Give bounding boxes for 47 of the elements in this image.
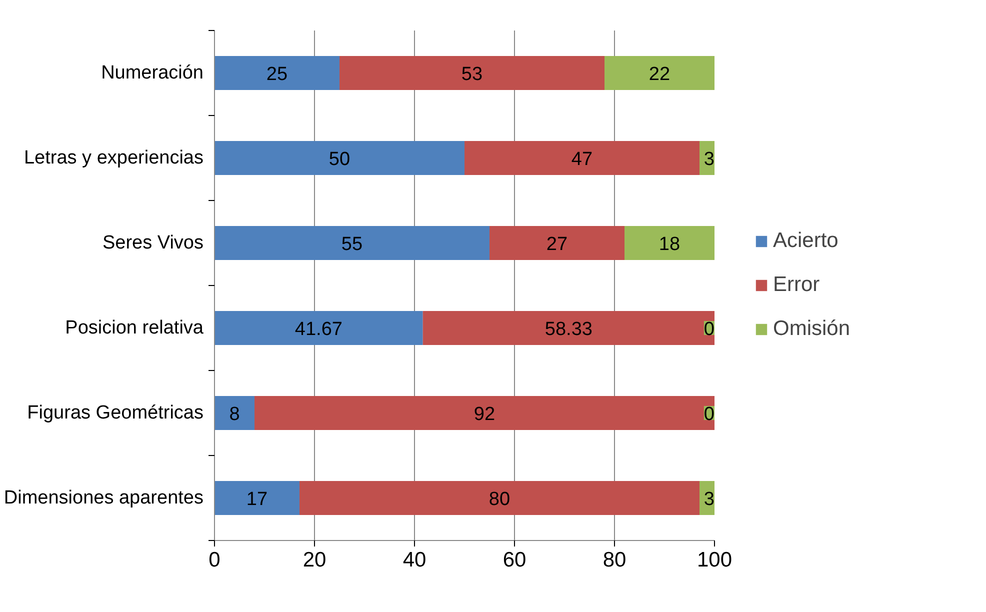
data-label: 27 bbox=[546, 234, 568, 255]
legend-label: Error bbox=[773, 273, 820, 297]
y-tick-label: Numeración bbox=[101, 62, 204, 84]
y-tick-label: Posicion relativa bbox=[65, 318, 204, 338]
legend-label: Acierto bbox=[773, 229, 838, 253]
data-label: 55 bbox=[341, 234, 363, 255]
data-label: 80 bbox=[488, 489, 510, 510]
x-tick-label: 40 bbox=[402, 548, 426, 572]
data-label: 53 bbox=[461, 64, 483, 85]
bar bbox=[214, 481, 300, 515]
x-tick-label: 80 bbox=[602, 548, 626, 572]
legend-label: Omisión bbox=[773, 317, 850, 341]
data-label: 3 bbox=[704, 149, 715, 170]
bar bbox=[214, 396, 254, 430]
data-label: 22 bbox=[648, 64, 670, 85]
bar bbox=[490, 226, 624, 260]
bar bbox=[214, 311, 423, 345]
y-tick-label: Figuras Geométricas bbox=[27, 402, 204, 424]
bar bbox=[214, 56, 340, 90]
data-label: 58.33 bbox=[544, 319, 592, 340]
y-tick-label: Seres Vivos bbox=[102, 232, 204, 254]
data-label: 18 bbox=[658, 234, 680, 255]
bar bbox=[214, 141, 464, 175]
data-label: 25 bbox=[266, 64, 288, 85]
bar bbox=[300, 481, 700, 515]
data-label: 17 bbox=[246, 489, 268, 510]
x-tick-label: 60 bbox=[502, 548, 526, 572]
bar bbox=[422, 311, 714, 345]
x-tick-label: 100 bbox=[696, 548, 732, 572]
data-label: 92 bbox=[474, 404, 496, 425]
bar bbox=[604, 56, 714, 90]
bar bbox=[464, 141, 700, 175]
data-label: 47 bbox=[571, 149, 593, 170]
data-label: 50 bbox=[328, 149, 350, 170]
bar bbox=[340, 56, 604, 90]
bar bbox=[214, 226, 490, 260]
data-label: 8 bbox=[229, 404, 240, 425]
data-label: 0 bbox=[704, 404, 715, 425]
data-label: 41.67 bbox=[294, 319, 342, 340]
bar bbox=[254, 396, 714, 430]
x-tick-label: 0 bbox=[208, 548, 220, 572]
bar bbox=[624, 226, 714, 260]
y-tick-label: Letras y experiencias bbox=[24, 148, 204, 168]
y-tick-label: Dimensiones aparentes bbox=[4, 488, 204, 508]
data-label: 3 bbox=[704, 489, 715, 510]
x-tick-label: 20 bbox=[302, 548, 326, 572]
data-label: 0 bbox=[704, 319, 715, 340]
